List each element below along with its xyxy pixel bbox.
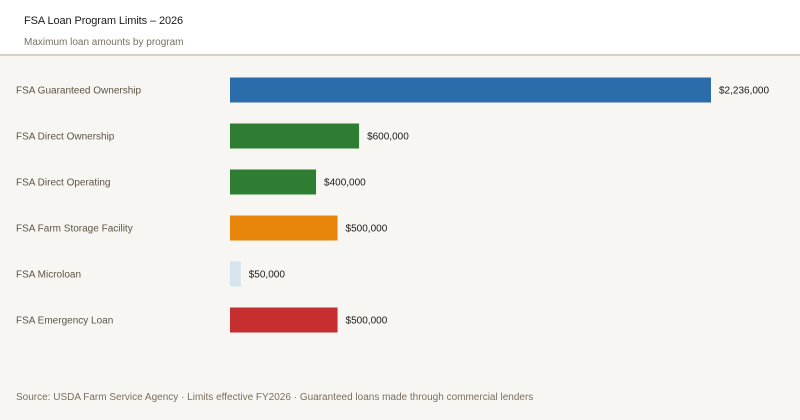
value-label: $500,000 bbox=[346, 224, 388, 235]
value-label: $50,000 bbox=[249, 270, 286, 281]
value-label: $2,236,000 bbox=[719, 86, 769, 97]
chart-title: FSA Loan Program Limits – 2026 bbox=[24, 15, 184, 27]
category-label: FSA Emergency Loan bbox=[16, 316, 113, 327]
bar bbox=[230, 169, 317, 195]
chart-subtitle: Maximum loan amounts by program bbox=[24, 37, 184, 48]
chart-header: FSA Loan Program Limits – 2026 Maximum l… bbox=[0, 0, 800, 56]
category-label: FSA Microloan bbox=[16, 270, 81, 281]
category-label: FSA Direct Ownership bbox=[16, 132, 115, 143]
bar bbox=[230, 77, 711, 103]
value-label: $400,000 bbox=[324, 178, 366, 189]
bar bbox=[230, 123, 360, 149]
category-label: FSA Farm Storage Facility bbox=[16, 224, 133, 235]
bar bbox=[230, 215, 338, 241]
category-label: FSA Guaranteed Ownership bbox=[16, 86, 142, 97]
source-note: Source: USDA Farm Service Agency · Limit… bbox=[16, 392, 534, 403]
bar bbox=[230, 261, 241, 287]
category-label: FSA Direct Operating bbox=[16, 178, 110, 189]
bar-chart: FSA Guaranteed Ownership $2,236,000 FSA Di… bbox=[16, 77, 769, 333]
value-label: $600,000 bbox=[367, 132, 409, 143]
bar bbox=[230, 307, 338, 333]
value-label: $500,000 bbox=[346, 316, 388, 327]
